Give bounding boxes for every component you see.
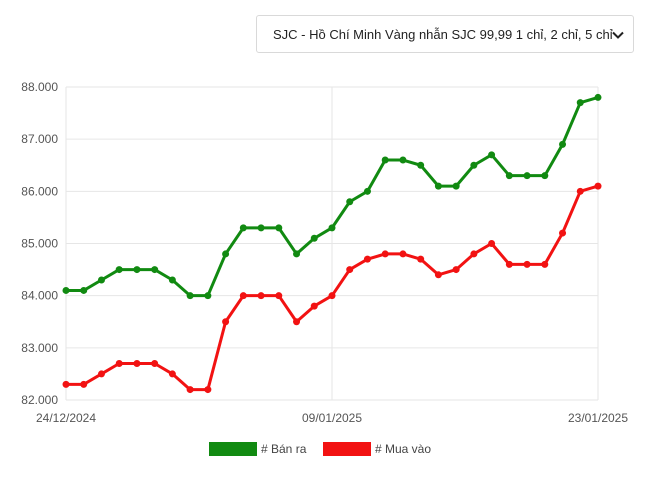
series-2-point — [186, 386, 194, 394]
series-1-point — [186, 292, 194, 300]
series-1-point — [346, 198, 354, 206]
series-1-point — [559, 140, 567, 148]
series-2-point — [363, 255, 371, 263]
series-2-point — [505, 260, 513, 268]
series-1-point — [452, 182, 460, 190]
series-2-point — [275, 292, 283, 300]
series-2-point — [62, 380, 70, 388]
series-1-point — [115, 266, 123, 274]
legend-label-2: # Mua vào — [375, 442, 431, 456]
series-1-point — [80, 286, 88, 294]
series-2-point — [222, 318, 230, 326]
y-tick-label: 86.000 — [21, 184, 58, 198]
y-tick-label: 82.000 — [21, 393, 58, 407]
series-2-point — [434, 271, 442, 279]
series-2-point — [417, 255, 425, 263]
series-1-point — [541, 172, 549, 180]
series-1-point — [222, 250, 230, 258]
series-2-point — [488, 240, 496, 247]
x-tick-label: 23/01/2025 — [568, 411, 628, 425]
series-1-point — [151, 266, 159, 274]
series-1-point — [434, 182, 442, 190]
y-tick-label: 88.000 — [21, 80, 58, 94]
series-2-point — [310, 302, 318, 310]
series-2-point — [346, 266, 354, 274]
series-2-point — [576, 187, 584, 195]
series-2-point — [151, 359, 159, 367]
series-1-point — [62, 286, 70, 294]
series-1-point — [523, 172, 531, 180]
series-1-point — [204, 292, 212, 300]
legend-label-1: # Bán ra — [261, 442, 307, 456]
series-1-point — [399, 156, 407, 164]
series-2-point — [204, 386, 212, 394]
series-1-point — [576, 99, 584, 107]
series-1-point — [505, 172, 513, 180]
series-1-point — [470, 161, 478, 169]
series-2-point — [594, 182, 602, 190]
series-2-point — [97, 370, 105, 378]
y-tick-label: 83.000 — [21, 341, 58, 355]
series-2-point — [80, 380, 88, 388]
series-2-point — [257, 292, 265, 300]
series-2-point — [559, 229, 567, 237]
series-2-point — [541, 260, 549, 268]
series-1-point — [381, 156, 389, 164]
legend-swatch-1 — [209, 442, 257, 456]
y-tick-label: 85.000 — [21, 237, 58, 251]
series-1-point — [239, 224, 247, 232]
series-1-point — [133, 266, 141, 274]
series-1-point — [417, 161, 425, 169]
series-2-point — [381, 250, 389, 258]
series-1-point — [293, 250, 301, 258]
series-1-point — [97, 276, 105, 284]
series-2-point — [452, 266, 460, 274]
series-2-point — [328, 292, 336, 300]
series-2-point — [523, 260, 531, 268]
y-tick-label: 84.000 — [21, 289, 58, 303]
series-1-point — [168, 276, 176, 284]
chevron-down-icon — [612, 31, 624, 39]
series-1-point — [363, 187, 371, 195]
series-1-point — [594, 93, 602, 101]
series-1-point — [275, 224, 283, 232]
series-2-point — [239, 292, 247, 300]
series-2-point — [293, 318, 301, 326]
legend-swatch-2 — [323, 442, 371, 456]
series-1-point — [310, 234, 318, 242]
series-1-point — [328, 224, 336, 232]
market-select-value: SJC - Hồ Chí Minh Vàng nhẫn SJC 99,99 1 … — [273, 26, 613, 42]
series-2-point — [470, 250, 478, 258]
x-tick-label: 24/12/2024 — [36, 411, 96, 425]
series-2-point — [399, 250, 407, 258]
y-tick-label: 87.000 — [21, 132, 58, 146]
market-select-dropdown[interactable]: SJC - Hồ Chí Minh Vàng nhẫn SJC 99,99 1 … — [256, 15, 634, 53]
series-2-point — [168, 370, 176, 378]
series-1-point — [257, 224, 265, 232]
series-1-point — [488, 151, 496, 159]
series-2-point — [115, 359, 123, 367]
x-tick-label: 09/01/2025 — [302, 411, 362, 425]
series-2-point — [133, 359, 141, 367]
